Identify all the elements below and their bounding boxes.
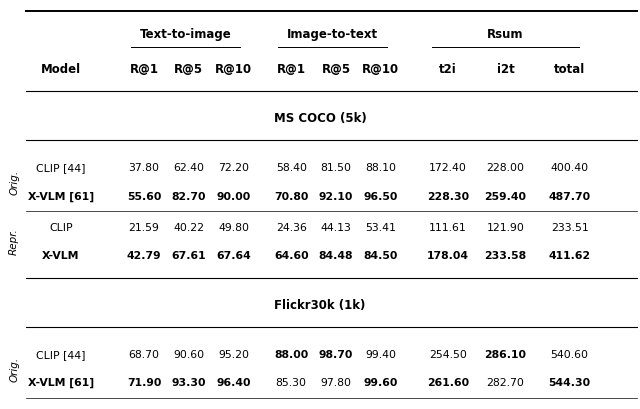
Text: 96.40: 96.40 bbox=[216, 378, 251, 387]
Text: 88.10: 88.10 bbox=[365, 163, 396, 173]
Text: Orig.: Orig. bbox=[9, 169, 19, 195]
Text: 96.50: 96.50 bbox=[364, 191, 398, 201]
Text: Image-to-text: Image-to-text bbox=[287, 28, 378, 41]
Text: X-VLM [61]: X-VLM [61] bbox=[28, 191, 94, 202]
Text: 268.04: 268.04 bbox=[484, 408, 527, 409]
Text: Flickr30k (1k): Flickr30k (1k) bbox=[275, 298, 365, 311]
Text: 71.90: 71.90 bbox=[127, 378, 161, 387]
Text: 233.58: 233.58 bbox=[484, 251, 527, 261]
Text: CLIP: CLIP bbox=[49, 222, 72, 232]
Text: 82.70: 82.70 bbox=[172, 191, 206, 201]
Text: 532.23: 532.23 bbox=[548, 408, 591, 409]
Text: R@10: R@10 bbox=[215, 63, 252, 76]
Text: 72.20: 72.20 bbox=[218, 163, 249, 173]
Text: 21.59: 21.59 bbox=[129, 222, 159, 232]
Text: 178.04: 178.04 bbox=[427, 251, 469, 261]
Text: 88.00: 88.00 bbox=[274, 349, 308, 359]
Text: 42.79: 42.79 bbox=[127, 251, 161, 261]
Text: Text-to-image: Text-to-image bbox=[140, 28, 232, 41]
Text: 68.70: 68.70 bbox=[129, 349, 159, 359]
Text: 111.61: 111.61 bbox=[429, 222, 467, 232]
Text: 84.50: 84.50 bbox=[364, 251, 398, 261]
Text: 44.13: 44.13 bbox=[321, 222, 351, 232]
Text: 96.15: 96.15 bbox=[216, 408, 251, 409]
Text: R@5: R@5 bbox=[174, 63, 204, 76]
Text: 84.48: 84.48 bbox=[319, 251, 353, 261]
Text: X-VLM: X-VLM bbox=[42, 251, 79, 261]
Text: 99.60: 99.60 bbox=[364, 378, 398, 387]
Text: 540.60: 540.60 bbox=[550, 349, 589, 359]
Text: 282.70: 282.70 bbox=[486, 378, 525, 387]
Text: 400.40: 400.40 bbox=[550, 163, 589, 173]
Text: R@10: R@10 bbox=[362, 63, 399, 76]
Text: 53.41: 53.41 bbox=[365, 222, 396, 232]
Text: Orig.: Orig. bbox=[9, 355, 19, 381]
Text: 121.90: 121.90 bbox=[486, 222, 525, 232]
Text: X-VLM [61]: X-VLM [61] bbox=[28, 377, 94, 388]
Text: MS COCO (5k): MS COCO (5k) bbox=[274, 112, 366, 125]
Text: 487.70: 487.70 bbox=[548, 191, 591, 201]
Text: 58.40: 58.40 bbox=[276, 163, 307, 173]
Text: 264.19: 264.19 bbox=[427, 408, 469, 409]
Text: 40.22: 40.22 bbox=[173, 222, 204, 232]
Text: CLIP [44]: CLIP [44] bbox=[36, 349, 86, 359]
Text: 92.10: 92.10 bbox=[319, 191, 353, 201]
Text: total: total bbox=[554, 63, 585, 76]
Text: 228.00: 228.00 bbox=[486, 163, 525, 173]
Text: 97.80: 97.80 bbox=[321, 378, 351, 387]
Text: 67.64: 67.64 bbox=[216, 251, 251, 261]
Text: 90.60: 90.60 bbox=[173, 349, 204, 359]
Text: 94.18: 94.18 bbox=[319, 408, 353, 409]
Text: 286.10: 286.10 bbox=[484, 349, 527, 359]
Text: 24.36: 24.36 bbox=[276, 222, 307, 232]
Text: 93.30: 93.30 bbox=[172, 378, 206, 387]
Text: R@1: R@1 bbox=[129, 63, 159, 76]
Text: 233.51: 233.51 bbox=[551, 222, 588, 232]
Text: 411.62: 411.62 bbox=[548, 251, 591, 261]
Text: 55.60: 55.60 bbox=[127, 191, 161, 201]
Text: 228.30: 228.30 bbox=[427, 191, 469, 201]
Text: 70.80: 70.80 bbox=[274, 191, 308, 201]
Text: 85.30: 85.30 bbox=[276, 378, 307, 387]
Text: 96.84: 96.84 bbox=[364, 408, 398, 409]
Text: 74.95: 74.95 bbox=[127, 408, 161, 409]
Text: 67.61: 67.61 bbox=[172, 251, 206, 261]
Text: 254.50: 254.50 bbox=[429, 349, 467, 359]
Text: Model: Model bbox=[41, 63, 81, 76]
Text: 99.40: 99.40 bbox=[365, 349, 396, 359]
Text: 172.40: 172.40 bbox=[429, 163, 467, 173]
Text: R@5: R@5 bbox=[321, 63, 351, 76]
Text: 98.70: 98.70 bbox=[319, 349, 353, 359]
Text: 90.00: 90.00 bbox=[216, 191, 251, 201]
Text: 95.20: 95.20 bbox=[218, 349, 249, 359]
Text: 77.02: 77.02 bbox=[274, 408, 308, 409]
Text: R@1: R@1 bbox=[276, 63, 306, 76]
Text: Rsum: Rsum bbox=[487, 28, 524, 41]
Text: i2t: i2t bbox=[497, 63, 515, 76]
Text: 544.30: 544.30 bbox=[548, 378, 591, 387]
Text: 259.40: 259.40 bbox=[484, 191, 527, 201]
Text: 93.09: 93.09 bbox=[172, 408, 206, 409]
Text: t2i: t2i bbox=[439, 63, 457, 76]
Text: 37.80: 37.80 bbox=[129, 163, 159, 173]
Text: 64.60: 64.60 bbox=[274, 251, 308, 261]
Text: CLIP: CLIP bbox=[49, 408, 72, 409]
Text: 49.80: 49.80 bbox=[218, 222, 249, 232]
Text: CLIP [44]: CLIP [44] bbox=[36, 163, 86, 173]
Text: 62.40: 62.40 bbox=[173, 163, 204, 173]
Text: 81.50: 81.50 bbox=[321, 163, 351, 173]
Text: 261.60: 261.60 bbox=[427, 378, 469, 387]
Text: Repr.: Repr. bbox=[9, 228, 19, 255]
